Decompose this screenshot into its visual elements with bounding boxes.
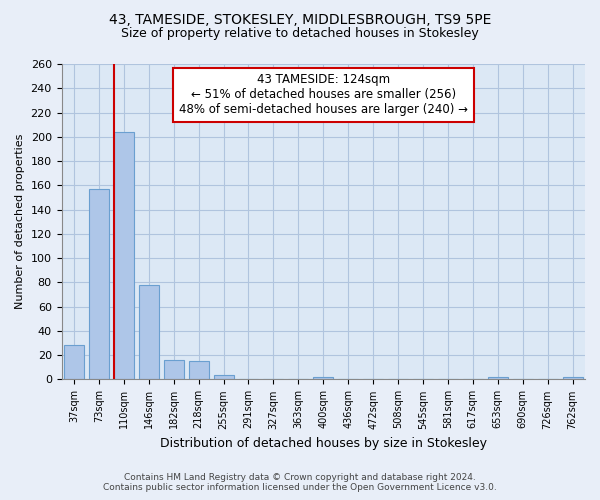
- Bar: [139, 285, 159, 380]
- Bar: [89, 189, 109, 380]
- Bar: [64, 346, 84, 380]
- Bar: [563, 377, 583, 380]
- Bar: [313, 377, 333, 380]
- Text: 43, TAMESIDE, STOKESLEY, MIDDLESBROUGH, TS9 5PE: 43, TAMESIDE, STOKESLEY, MIDDLESBROUGH, …: [109, 12, 491, 26]
- Text: Size of property relative to detached houses in Stokesley: Size of property relative to detached ho…: [121, 28, 479, 40]
- Bar: [214, 374, 233, 380]
- Bar: [164, 360, 184, 380]
- Bar: [114, 132, 134, 380]
- X-axis label: Distribution of detached houses by size in Stokesley: Distribution of detached houses by size …: [160, 437, 487, 450]
- Text: Contains HM Land Registry data © Crown copyright and database right 2024.
Contai: Contains HM Land Registry data © Crown c…: [103, 473, 497, 492]
- Text: 43 TAMESIDE: 124sqm
← 51% of detached houses are smaller (256)
48% of semi-detac: 43 TAMESIDE: 124sqm ← 51% of detached ho…: [179, 74, 468, 116]
- Bar: [188, 361, 209, 380]
- Y-axis label: Number of detached properties: Number of detached properties: [15, 134, 25, 310]
- Bar: [488, 377, 508, 380]
